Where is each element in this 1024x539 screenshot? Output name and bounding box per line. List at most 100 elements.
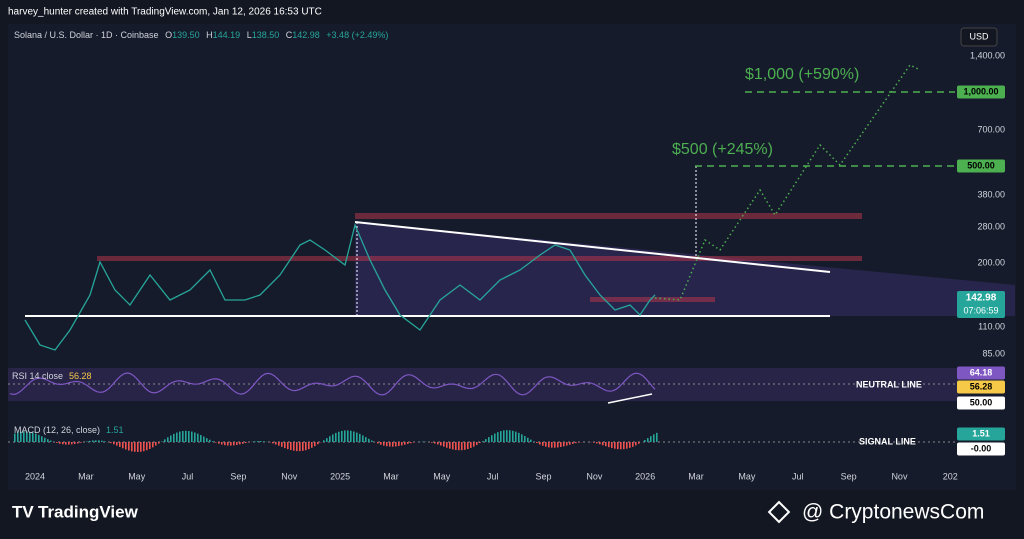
rsi-line	[9, 372, 656, 396]
macd-bar	[23, 431, 25, 442]
macd-bar	[491, 435, 493, 442]
resistance-zone	[355, 213, 862, 219]
macd-bar	[518, 432, 520, 442]
macd-bar	[455, 442, 457, 450]
high: 144.19	[213, 30, 241, 40]
macd-bar	[452, 442, 454, 450]
macd-bar	[233, 442, 235, 446]
macd-bar	[353, 431, 355, 442]
price-badge	[957, 380, 1005, 394]
currency[interactable]: USD	[969, 31, 989, 41]
currency-button[interactable]	[960, 27, 998, 47]
macd-bar	[206, 438, 208, 442]
macd-bar	[38, 434, 40, 442]
macd-bar	[167, 437, 169, 442]
macd-bar	[323, 440, 325, 442]
macd-bar	[20, 431, 22, 442]
macd-bar	[311, 442, 313, 448]
price-badge-text: 142.98	[966, 293, 997, 304]
macd-bar	[410, 442, 412, 444]
macd-bar	[365, 437, 367, 442]
macd-bar	[380, 442, 382, 445]
close: 142.98	[292, 30, 320, 40]
macd-bar	[341, 430, 343, 442]
macd-bar	[272, 442, 274, 444]
time-tick-label: 202	[943, 471, 958, 481]
macd-bar	[407, 442, 409, 444]
macd-bar	[338, 431, 340, 442]
macd-bar	[50, 440, 52, 442]
macd-bar	[494, 433, 496, 442]
macd-bar	[389, 442, 391, 447]
macd-bar	[299, 442, 301, 452]
macd-bar	[305, 442, 307, 451]
macd-bar	[146, 442, 148, 451]
macd-bar	[200, 435, 202, 442]
price-tick-label: 85.00	[982, 348, 1005, 358]
macd-bar	[101, 440, 103, 442]
open: 139.50	[172, 30, 200, 40]
macd-bar	[395, 442, 397, 447]
o-label: O	[165, 30, 172, 40]
macd-bar	[554, 442, 556, 448]
macd-bar	[35, 433, 37, 442]
macd-bar	[326, 438, 328, 442]
macd-bar	[545, 442, 547, 447]
macd-bar	[137, 442, 139, 452]
macd-bar	[80, 442, 82, 443]
macd-bar	[185, 430, 187, 442]
macd-bar	[149, 442, 151, 449]
macd-bar	[128, 442, 130, 451]
macd-bar	[656, 432, 658, 442]
macd-bar	[32, 432, 34, 442]
macd-bar	[164, 439, 166, 442]
macd-bar	[443, 442, 445, 447]
macd-bar	[506, 430, 508, 442]
price-tick-label: 380.00	[977, 189, 1005, 199]
macd-bar	[143, 442, 145, 452]
countdown: 07:06:59	[963, 305, 998, 315]
watermark-icon	[767, 500, 791, 524]
macd-bar	[527, 437, 529, 442]
support-zone	[590, 297, 715, 302]
macd-legend: MACD (12, 26, close) 1.51	[14, 425, 124, 435]
macd-bar	[314, 442, 316, 447]
macd-bar	[257, 441, 259, 442]
price-tick-label: 110.00	[978, 321, 1005, 331]
price-badge-text: 500.00	[967, 160, 995, 170]
macd-bar	[104, 441, 106, 442]
price-badge-text: 56.28	[970, 381, 993, 391]
time-tick-label: May	[433, 471, 451, 481]
macd-bar	[635, 442, 637, 446]
time-tick-label: 2024	[25, 471, 45, 481]
macd-bar	[116, 442, 118, 446]
macd-bar	[65, 442, 67, 445]
macd-bar	[260, 441, 262, 442]
macd-bar	[461, 442, 463, 451]
macd-bar	[551, 442, 553, 448]
time-tick-label: Mar	[383, 471, 399, 481]
macd-bar	[209, 439, 211, 442]
macd-bar	[599, 442, 601, 445]
macd-bar	[302, 442, 304, 451]
signal-line-label: SIGNAL LINE	[859, 436, 916, 446]
macd-bar	[608, 442, 610, 448]
macd-bar	[368, 438, 370, 442]
price-badge	[957, 396, 1005, 410]
macd-bar	[344, 430, 346, 442]
macd-bar	[59, 442, 61, 444]
macd-bar	[464, 442, 466, 450]
time-tick-label: May	[738, 471, 756, 481]
macd-bar	[293, 442, 295, 451]
macd-bar	[557, 442, 559, 448]
rsi-value: 56.28	[69, 371, 92, 381]
macd-bar	[14, 433, 16, 442]
watermark: @ CryptonewsCom	[802, 501, 984, 524]
macd-bar	[398, 442, 400, 447]
macd-bar	[125, 442, 127, 450]
time-tick-label: 2025	[330, 471, 350, 481]
macd-bar	[47, 439, 49, 442]
macd-bar	[176, 432, 178, 442]
macd-bar	[281, 442, 283, 447]
